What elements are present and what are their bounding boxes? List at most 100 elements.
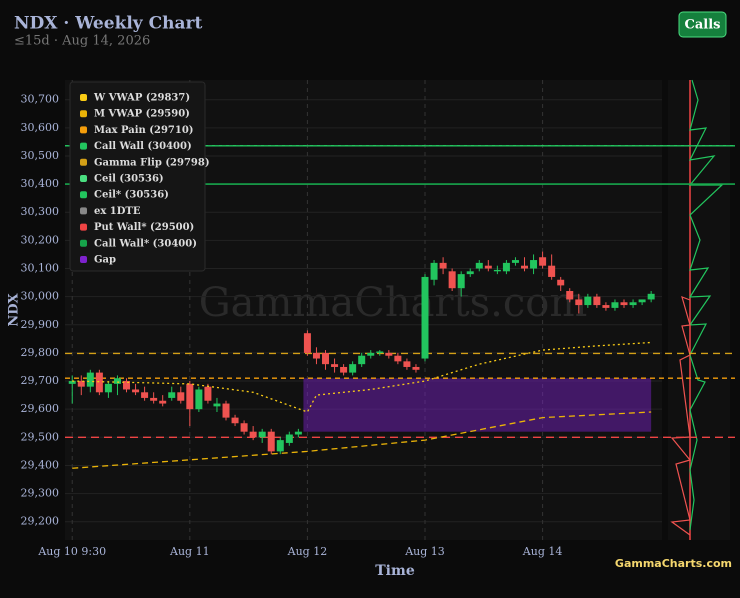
y-tick-label: 29,300 (21, 487, 60, 500)
candle-body (548, 265, 556, 277)
legend-label: Gap (94, 255, 116, 266)
candle-body (566, 291, 574, 300)
candle-body (557, 279, 565, 286)
chart-subtitle: ≤15d · Aug 14, 2026 (14, 34, 150, 49)
gap-zone (303, 378, 652, 432)
candle-body (123, 381, 131, 390)
candle-body (611, 302, 619, 308)
legend-label: ex 1DTE (94, 206, 141, 217)
legend-swatch (80, 223, 87, 231)
chart-title: NDX · Weekly Chart (14, 14, 202, 34)
candle-body (159, 400, 167, 404)
candle-body (340, 366, 348, 373)
legend-label: Max Pain (29710) (94, 125, 194, 136)
candle-body (312, 352, 320, 359)
candle-body (394, 355, 402, 362)
candle-body (104, 383, 112, 393)
candle-body (647, 293, 655, 300)
x-tick-label: Aug 10 9:30 (37, 545, 106, 558)
legend-swatch (80, 175, 87, 182)
candle-body (294, 431, 302, 435)
candle-body (530, 260, 538, 269)
y-tick-label: 29,800 (21, 346, 60, 359)
candle-body (249, 431, 257, 438)
y-tick-label: 29,700 (21, 374, 60, 387)
candle-body (602, 305, 610, 308)
legend-swatch (80, 126, 87, 134)
candle-body (77, 381, 85, 387)
candle-body (385, 352, 393, 356)
legend-swatch (80, 110, 87, 118)
x-tick-label: Aug 11 (169, 545, 210, 558)
candle-body (168, 392, 176, 398)
vwap-line (72, 411, 652, 469)
legend-label: Put Wall* (29500) (94, 222, 194, 233)
candle-body (276, 440, 284, 452)
legend-swatch (80, 158, 87, 166)
candle-body (430, 262, 438, 280)
y-tick-label: 30,200 (21, 233, 60, 246)
candle-body (412, 366, 420, 370)
legend-swatch (80, 239, 87, 247)
y-tick-label: 30,500 (21, 149, 60, 162)
profile-calls (688, 79, 724, 531)
candle-body (439, 262, 447, 269)
candle-body (575, 299, 583, 306)
y-tick-label: 29,500 (21, 430, 60, 443)
candle-body (593, 296, 601, 306)
candle-body (466, 271, 474, 275)
y-tick-label: 30,400 (21, 177, 60, 190)
candle-body (303, 333, 311, 353)
watermark: GammaCharts.com (199, 280, 588, 326)
candle-body (367, 352, 375, 356)
y-tick-label: 30,100 (21, 262, 60, 275)
candle-body (421, 276, 429, 359)
x-tick-label: Aug 12 (287, 545, 328, 558)
candle-body (186, 383, 194, 410)
legend-label: W VWAP (29837) (93, 93, 190, 104)
candle-body (475, 262, 483, 269)
candle-body (132, 389, 140, 393)
x-axis-label: Time (375, 563, 415, 579)
candle-body (331, 364, 339, 367)
legend-label: Gamma Flip (29798) (94, 157, 210, 168)
candle-body (584, 296, 592, 306)
candle-body (322, 352, 330, 365)
candle-body (231, 417, 239, 424)
x-tick-label: Aug 14 (522, 545, 563, 558)
candle-body (484, 265, 492, 269)
candle-body (376, 351, 384, 353)
candle-body (511, 260, 519, 263)
candle-body (213, 403, 221, 407)
candle-body (448, 271, 456, 289)
candle-body (620, 302, 628, 306)
calls-button-label[interactable]: Calls (685, 18, 721, 33)
x-tick-label: Aug 13 (404, 545, 445, 558)
y-tick-label: 29,400 (21, 458, 60, 471)
brand: GammaCharts.com (615, 557, 732, 570)
candle-body (258, 431, 266, 438)
candle-body (349, 364, 357, 373)
legend-swatch (80, 191, 87, 199)
legend-label: Ceil* (30536) (94, 190, 169, 201)
candle-body (222, 403, 230, 418)
y-tick-label: 30,700 (21, 93, 60, 106)
y-axis-label: NDX (7, 292, 22, 326)
candle-body (86, 372, 94, 387)
legend-label: M VWAP (29590) (94, 109, 190, 120)
candle-body (285, 434, 293, 443)
candle-body (539, 257, 547, 266)
y-tick-label: 30,000 (21, 290, 60, 303)
candle-body (457, 274, 465, 289)
candle-body (638, 299, 646, 303)
y-tick-label: 29,600 (21, 402, 60, 415)
legend-label: Call Wall* (30400) (94, 238, 197, 249)
y-tick-label: 30,600 (21, 121, 60, 134)
candle-body (502, 262, 510, 272)
legend-swatch (80, 256, 87, 263)
candle-body (358, 355, 366, 365)
calls-button[interactable] (678, 11, 727, 38)
candle-body (177, 392, 185, 401)
